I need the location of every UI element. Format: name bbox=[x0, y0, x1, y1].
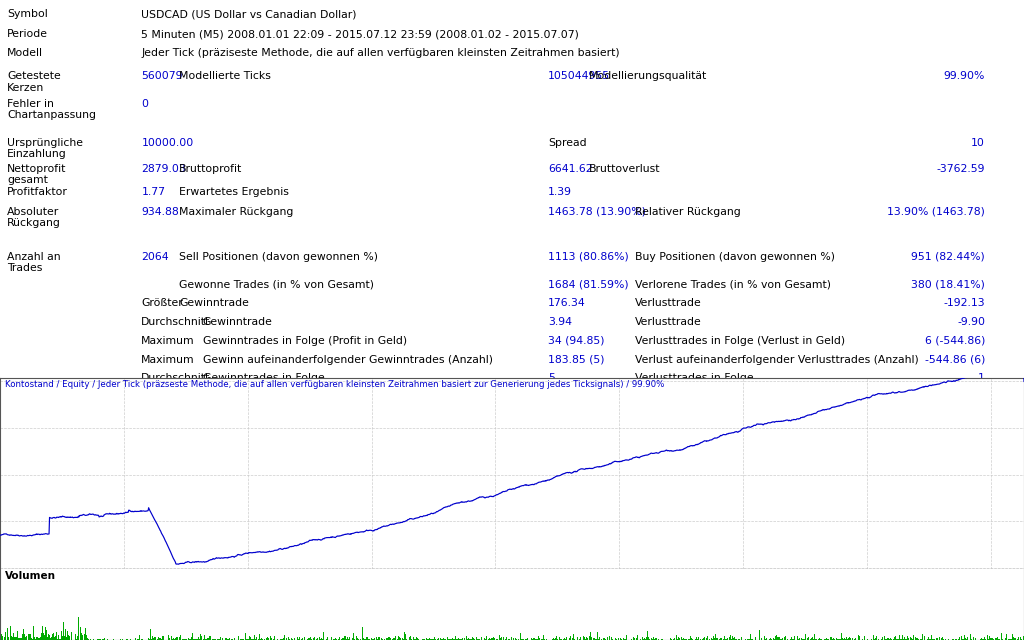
Text: Profitfaktor: Profitfaktor bbox=[7, 187, 68, 197]
Text: 380 (18.41%): 380 (18.41%) bbox=[911, 279, 985, 289]
Text: Sell Positionen (davon gewonnen %): Sell Positionen (davon gewonnen %) bbox=[179, 252, 378, 262]
Text: 99.90%: 99.90% bbox=[944, 72, 985, 81]
Text: Modellierungsqualität: Modellierungsqualität bbox=[589, 72, 707, 81]
Text: 183.85 (5): 183.85 (5) bbox=[548, 355, 604, 365]
Text: 5 Minuten (M5) 2008.01.01 22:09 - 2015.07.12 23:59 (2008.01.02 - 2015.07.07): 5 Minuten (M5) 2008.01.01 22:09 - 2015.0… bbox=[141, 29, 580, 39]
Text: USDCAD (US Dollar vs Canadian Dollar): USDCAD (US Dollar vs Canadian Dollar) bbox=[141, 10, 356, 19]
Text: 1: 1 bbox=[978, 374, 985, 383]
Text: Verlusttrades in Folge: Verlusttrades in Folge bbox=[635, 374, 754, 383]
Text: 2064: 2064 bbox=[141, 252, 169, 262]
Text: Maximaler Rückgang: Maximaler Rückgang bbox=[179, 207, 294, 216]
Text: Absoluter
Rückgang: Absoluter Rückgang bbox=[7, 207, 61, 228]
Text: Gewinntrade: Gewinntrade bbox=[203, 317, 272, 327]
Text: 34 (94.85): 34 (94.85) bbox=[548, 336, 604, 346]
Text: 1.77: 1.77 bbox=[141, 187, 165, 197]
Text: -3762.59: -3762.59 bbox=[937, 163, 985, 173]
Text: Bruttoprofit: Bruttoprofit bbox=[179, 163, 243, 173]
Text: -9.90: -9.90 bbox=[957, 317, 985, 327]
Text: Nettoprofit
gesamt: Nettoprofit gesamt bbox=[7, 163, 67, 185]
Text: Periode: Periode bbox=[7, 29, 48, 39]
Text: Kontostand / Equity / Jeder Tick (präzseste Methode, die auf allen verfügbaren k: Kontostand / Equity / Jeder Tick (präzse… bbox=[5, 380, 665, 390]
Text: Verlust aufeinanderfolgender Verlusttrades (Anzahl): Verlust aufeinanderfolgender Verlusttrad… bbox=[635, 355, 919, 365]
Text: 3.94: 3.94 bbox=[548, 317, 571, 327]
Text: Spread: Spread bbox=[548, 138, 587, 148]
Text: 176.34: 176.34 bbox=[548, 298, 586, 308]
Text: Bruttoverlust: Bruttoverlust bbox=[589, 163, 660, 173]
Text: 934.88: 934.88 bbox=[141, 207, 179, 216]
Text: Anzahl an
Trades: Anzahl an Trades bbox=[7, 252, 60, 273]
Text: 1113 (80.86%): 1113 (80.86%) bbox=[548, 252, 629, 262]
Text: Gewinntrades in Folge (Profit in Geld): Gewinntrades in Folge (Profit in Geld) bbox=[203, 336, 407, 346]
Text: -544.86 (6): -544.86 (6) bbox=[925, 355, 985, 365]
Text: 10000.00: 10000.00 bbox=[141, 138, 194, 148]
Text: Verlusttrades in Folge (Verlust in Geld): Verlusttrades in Folge (Verlust in Geld) bbox=[635, 336, 845, 346]
Text: Größter: Größter bbox=[141, 298, 183, 308]
Text: 6 (-544.86): 6 (-544.86) bbox=[925, 336, 985, 346]
Text: Durchschnitt: Durchschnitt bbox=[141, 374, 211, 383]
Text: Verlusttrade: Verlusttrade bbox=[635, 298, 701, 308]
Text: 0: 0 bbox=[141, 99, 148, 109]
Text: Symbol: Symbol bbox=[7, 10, 48, 19]
Text: Gewinn aufeinanderfolgender Gewinntrades (Anzahl): Gewinn aufeinanderfolgender Gewinntrades… bbox=[203, 355, 493, 365]
Text: Maximum: Maximum bbox=[141, 355, 195, 365]
Text: 13.90% (1463.78): 13.90% (1463.78) bbox=[887, 207, 985, 216]
Text: -192.13: -192.13 bbox=[943, 298, 985, 308]
Text: Gewonne Trades (in % von Gesamt): Gewonne Trades (in % von Gesamt) bbox=[179, 279, 374, 289]
Text: Erwartetes Ergebnis: Erwartetes Ergebnis bbox=[179, 187, 289, 197]
Text: Ursprüngliche
Einzahlung: Ursprüngliche Einzahlung bbox=[7, 138, 83, 159]
Text: Verlorene Trades (in % von Gesamt): Verlorene Trades (in % von Gesamt) bbox=[635, 279, 830, 289]
Text: Relativer Rückgang: Relativer Rückgang bbox=[635, 207, 740, 216]
Text: 951 (82.44%): 951 (82.44%) bbox=[911, 252, 985, 262]
Text: 1463.78 (13.90%): 1463.78 (13.90%) bbox=[548, 207, 646, 216]
Text: Maximum: Maximum bbox=[141, 336, 195, 346]
Text: 105044955: 105044955 bbox=[548, 72, 610, 81]
Text: Buy Positionen (davon gewonnen %): Buy Positionen (davon gewonnen %) bbox=[635, 252, 835, 262]
Text: Jeder Tick (präziseste Methode, die auf allen verfügbaren kleinsten Zeitrahmen b: Jeder Tick (präziseste Methode, die auf … bbox=[141, 48, 620, 58]
Text: 5: 5 bbox=[548, 374, 555, 383]
Text: Gewinntrade: Gewinntrade bbox=[179, 298, 249, 308]
Text: Getestete
Kerzen: Getestete Kerzen bbox=[7, 72, 60, 93]
Text: Gewinntrades in Folge: Gewinntrades in Folge bbox=[203, 374, 325, 383]
Text: Fehler in
Chartanpassung: Fehler in Chartanpassung bbox=[7, 99, 96, 120]
Text: 6641.62: 6641.62 bbox=[548, 163, 593, 173]
Text: 2879.03: 2879.03 bbox=[141, 163, 186, 173]
Text: Modell: Modell bbox=[7, 48, 43, 58]
Text: 10: 10 bbox=[971, 138, 985, 148]
Text: Volumen: Volumen bbox=[5, 572, 56, 581]
Text: 1.39: 1.39 bbox=[548, 187, 571, 197]
Text: Verlusttrade: Verlusttrade bbox=[635, 317, 701, 327]
Text: 1684 (81.59%): 1684 (81.59%) bbox=[548, 279, 629, 289]
Text: Modellierte Ticks: Modellierte Ticks bbox=[179, 72, 271, 81]
Text: Durchschnitt: Durchschnitt bbox=[141, 317, 211, 327]
Text: 560079: 560079 bbox=[141, 72, 183, 81]
